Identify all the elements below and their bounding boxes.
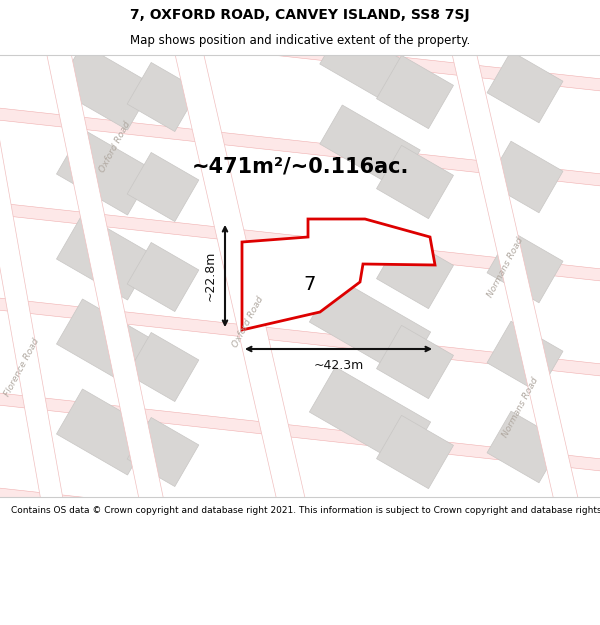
Polygon shape (310, 277, 431, 377)
Text: ~471m²/~0.116ac.: ~471m²/~0.116ac. (191, 157, 409, 177)
Polygon shape (0, 201, 600, 283)
Text: Contains OS data © Crown copyright and database right 2021. This information is : Contains OS data © Crown copyright and d… (11, 506, 600, 515)
Polygon shape (0, 391, 600, 473)
Text: Oxford Road: Oxford Road (98, 120, 132, 174)
Text: Oxford Road: Oxford Road (231, 295, 265, 349)
Polygon shape (56, 214, 154, 300)
Polygon shape (0, 296, 600, 378)
Text: Map shows position and indicative extent of the property.: Map shows position and indicative extent… (130, 34, 470, 48)
Text: ~22.8m: ~22.8m (204, 251, 217, 301)
Text: Florence Road: Florence Road (3, 336, 41, 398)
Polygon shape (56, 299, 154, 385)
Polygon shape (127, 152, 199, 221)
Text: Normans Road: Normans Road (485, 236, 524, 299)
Polygon shape (172, 32, 308, 520)
Polygon shape (310, 367, 431, 467)
Polygon shape (487, 141, 563, 212)
Polygon shape (56, 129, 154, 215)
Polygon shape (377, 146, 454, 219)
Polygon shape (56, 44, 154, 130)
Polygon shape (487, 231, 563, 302)
Polygon shape (0, 486, 600, 568)
Text: 7: 7 (304, 274, 316, 294)
Polygon shape (242, 219, 435, 330)
Text: ~42.3m: ~42.3m (313, 359, 364, 372)
Polygon shape (127, 62, 199, 131)
Polygon shape (377, 326, 454, 399)
Polygon shape (56, 389, 154, 475)
Polygon shape (127, 332, 199, 401)
Polygon shape (0, 11, 600, 93)
Polygon shape (320, 25, 420, 109)
Polygon shape (127, 418, 199, 486)
Polygon shape (377, 56, 454, 129)
Text: Normans Road: Normans Road (500, 376, 539, 439)
Polygon shape (487, 321, 563, 392)
Polygon shape (377, 236, 454, 309)
Polygon shape (0, 33, 66, 519)
Polygon shape (320, 105, 420, 189)
Polygon shape (43, 32, 167, 519)
Polygon shape (448, 32, 581, 519)
Polygon shape (487, 411, 563, 482)
Polygon shape (127, 242, 199, 311)
Polygon shape (377, 416, 454, 489)
Polygon shape (487, 51, 563, 122)
Text: 7, OXFORD ROAD, CANVEY ISLAND, SS8 7SJ: 7, OXFORD ROAD, CANVEY ISLAND, SS8 7SJ (130, 8, 470, 22)
Polygon shape (0, 106, 600, 188)
